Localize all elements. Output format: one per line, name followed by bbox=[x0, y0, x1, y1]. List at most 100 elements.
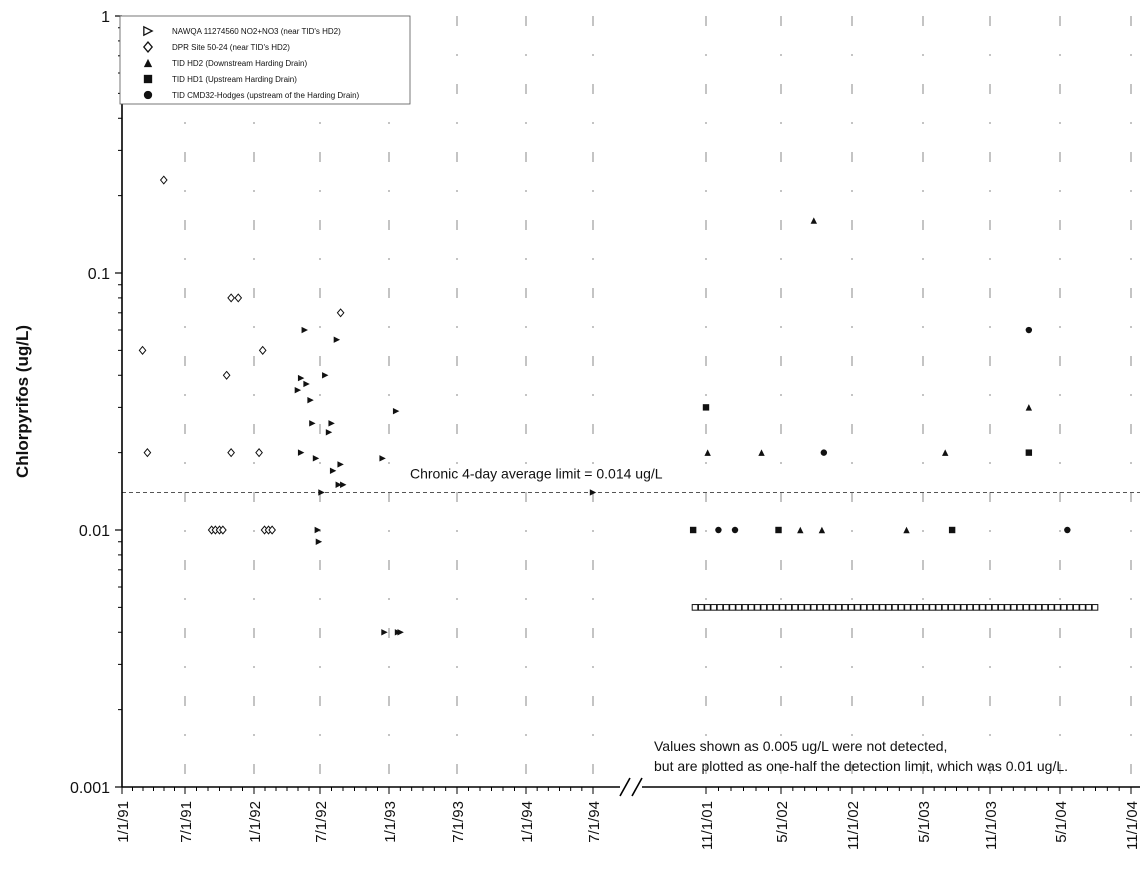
non-detect-marker bbox=[911, 605, 917, 611]
non-detect-marker bbox=[742, 605, 748, 611]
non-detect-marker bbox=[711, 605, 717, 611]
data-point bbox=[732, 527, 738, 533]
legend-marker bbox=[144, 91, 152, 99]
non-detect-marker bbox=[973, 605, 979, 611]
data-point bbox=[819, 527, 825, 533]
y-tick-label: 1 bbox=[101, 9, 110, 26]
x-tick-label: 11/1/03 bbox=[983, 801, 1000, 850]
non-detect-marker bbox=[1011, 605, 1017, 611]
y-tick-label: 0.1 bbox=[88, 266, 110, 283]
non-detect-marker bbox=[780, 605, 786, 611]
data-point bbox=[307, 397, 313, 403]
data-point bbox=[821, 449, 827, 455]
non-detect-marker bbox=[1067, 605, 1073, 611]
x-tick-label: 7/1/92 bbox=[313, 801, 330, 843]
non-detect-marker bbox=[905, 605, 911, 611]
non-detect-marker bbox=[923, 605, 929, 611]
non-detect-marker bbox=[811, 605, 817, 611]
data-point bbox=[298, 449, 304, 455]
data-point bbox=[704, 449, 710, 455]
non-detect-marker bbox=[717, 605, 723, 611]
x-tick-label: 7/1/94 bbox=[586, 801, 603, 843]
non-detect-marker bbox=[880, 605, 886, 611]
data-point bbox=[161, 176, 167, 184]
non-detect-marker bbox=[948, 605, 954, 611]
non-detect-marker bbox=[936, 605, 942, 611]
non-detect-marker bbox=[861, 605, 867, 611]
x-tick-label: 7/1/91 bbox=[178, 801, 195, 843]
non-detect-marker bbox=[692, 605, 698, 611]
data-point bbox=[298, 375, 304, 381]
x-tick-label: 5/1/04 bbox=[1053, 801, 1070, 843]
x-tick-label: 1/1/92 bbox=[247, 801, 264, 843]
non-detect-marker bbox=[942, 605, 948, 611]
data-point bbox=[328, 420, 334, 426]
non-detect-marker bbox=[1073, 605, 1079, 611]
x-gridlines bbox=[185, 16, 1131, 787]
non-detect-marker bbox=[1055, 605, 1061, 611]
non-detect-marker bbox=[998, 605, 1004, 611]
data-point bbox=[397, 629, 403, 635]
axes bbox=[115, 16, 1140, 796]
data-point bbox=[139, 347, 145, 355]
x-tick-label: 5/1/03 bbox=[916, 801, 933, 843]
data-point bbox=[340, 482, 346, 488]
x-tick-label: 1/1/93 bbox=[382, 801, 399, 843]
data-points bbox=[139, 176, 1097, 635]
non-detect-marker bbox=[898, 605, 904, 611]
data-point bbox=[256, 449, 262, 457]
legend-label: TID CMD32-Hodges (upstream of the Hardin… bbox=[172, 91, 360, 100]
data-point bbox=[903, 527, 909, 533]
data-point bbox=[1026, 327, 1032, 333]
non-detect-marker bbox=[1017, 605, 1023, 611]
data-point bbox=[330, 468, 336, 474]
non-detect-marker bbox=[705, 605, 711, 611]
tick-labels: 0.001 0.01 0.1 1 1/1/91 7/1/91 1/1/92 7/1/92 1/1… bbox=[70, 9, 1141, 850]
legend-label: NAWQA 11274560 NO2+NO3 (near TID's HD2) bbox=[172, 27, 341, 36]
data-point bbox=[337, 309, 343, 317]
data-point bbox=[228, 449, 234, 457]
non-detect-marker bbox=[980, 605, 986, 611]
non-detect-marker bbox=[748, 605, 754, 611]
data-point bbox=[381, 629, 387, 635]
annotation-line-1: Values shown as 0.005 ug/L were not dete… bbox=[654, 738, 947, 754]
non-detect-marker bbox=[1061, 605, 1067, 611]
x-tick-label: 11/1/02 bbox=[845, 801, 862, 850]
non-detect-marker bbox=[917, 605, 923, 611]
non-detect-marker bbox=[823, 605, 829, 611]
non-detect-marker bbox=[761, 605, 767, 611]
data-point bbox=[1064, 527, 1070, 533]
non-detect-marker bbox=[736, 605, 742, 611]
non-detect-marker bbox=[767, 605, 773, 611]
non-detect-marker bbox=[723, 605, 729, 611]
legend-label: DPR Site 50-24 (near TID's HD2) bbox=[172, 43, 290, 52]
data-point bbox=[223, 371, 229, 379]
non-detect-marker bbox=[773, 605, 779, 611]
x-tick-label: 1/1/91 bbox=[115, 801, 132, 843]
data-point bbox=[775, 527, 781, 533]
non-detect-marker bbox=[967, 605, 973, 611]
data-point bbox=[811, 217, 817, 223]
non-detect-marker bbox=[992, 605, 998, 611]
data-point bbox=[318, 489, 324, 495]
non-detect-marker bbox=[930, 605, 936, 611]
non-detect-marker bbox=[1080, 605, 1086, 611]
non-detect-marker bbox=[798, 605, 804, 611]
legend-label: TID HD1 (Upstream Harding Drain) bbox=[172, 75, 297, 84]
data-point bbox=[334, 337, 340, 343]
non-detect-marker bbox=[755, 605, 761, 611]
legend-marker bbox=[144, 75, 152, 83]
data-point bbox=[235, 294, 241, 302]
x-tick-label: 7/1/93 bbox=[450, 801, 467, 843]
legend-label: TID HD2 (Downstream Harding Drain) bbox=[172, 59, 307, 68]
non-detect-marker bbox=[961, 605, 967, 611]
non-detect-marker bbox=[1023, 605, 1029, 611]
non-detect-marker bbox=[986, 605, 992, 611]
non-detect-marker bbox=[730, 605, 736, 611]
x-tick-label: 1/1/94 bbox=[519, 801, 536, 843]
non-detect-marker bbox=[786, 605, 792, 611]
non-detect-marker bbox=[1005, 605, 1011, 611]
non-detect-marker bbox=[817, 605, 823, 611]
x-tick-label: 11/1/01 bbox=[699, 801, 716, 850]
data-point bbox=[797, 527, 803, 533]
